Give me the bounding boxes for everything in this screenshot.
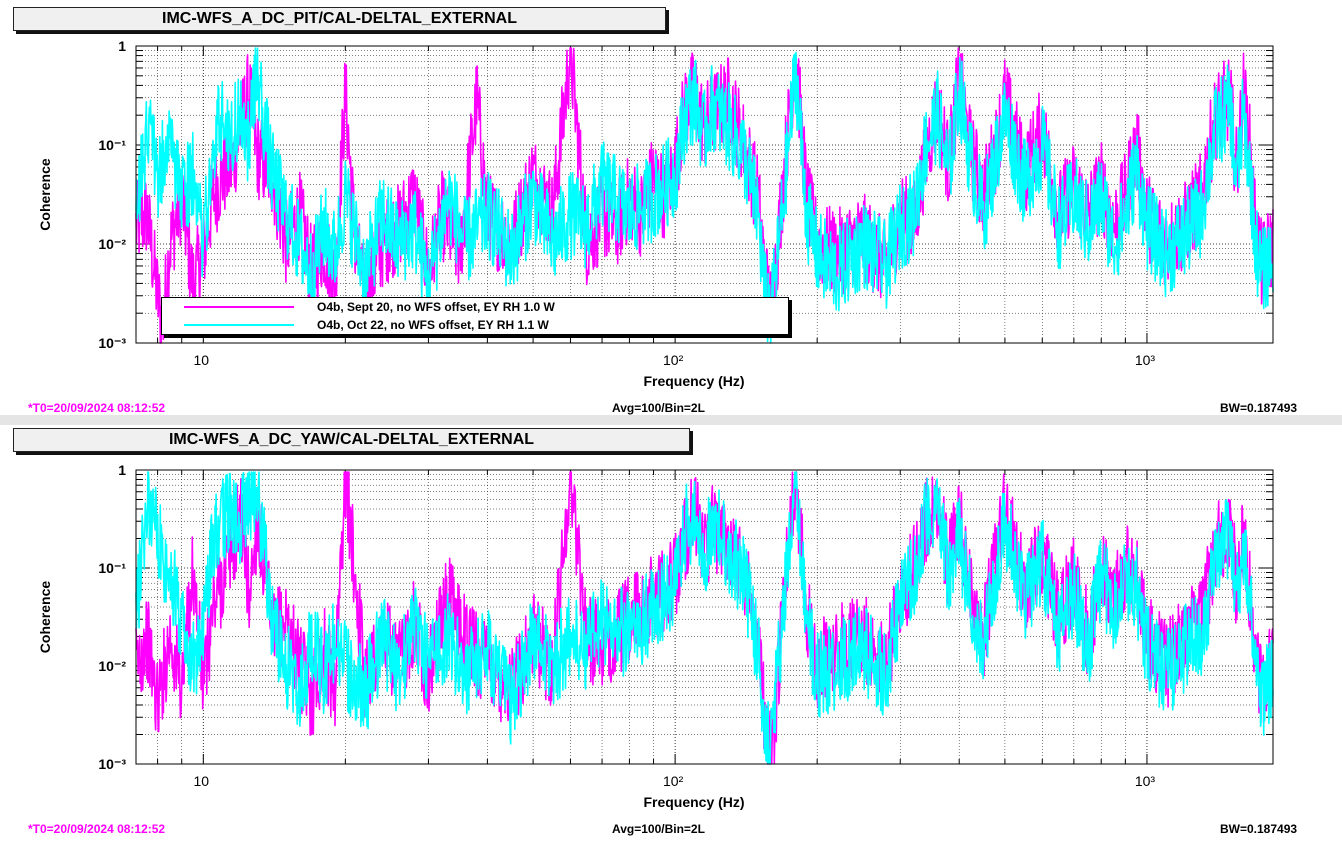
y-tick-label: 1 — [118, 462, 126, 478]
x-tick-label: 10² — [663, 773, 684, 789]
x-axis-label: Frequency (Hz) — [643, 794, 744, 810]
legend-label-sept20: O4b, Sept 20, no WFS offset, EY RH 1.0 W — [317, 300, 555, 314]
y-tick-label: 10⁻¹ — [98, 560, 126, 576]
panel-title: IMC-WFS_A_DC_YAW/CAL-DELTAL_EXTERNAL — [13, 428, 690, 452]
series-line-oct22 — [135, 471, 1274, 765]
legend-swatch-magenta — [184, 306, 294, 308]
panel-separator — [0, 415, 1342, 425]
bandwidth-info: BW=0.187493 — [1220, 401, 1298, 415]
coherence-panel-pit: IMC-WFS_A_DC_PIT/CAL-DELTAL_EXTERNAL 10 1… — [0, 0, 1342, 415]
x-tick-label: 10³ — [1135, 352, 1156, 368]
plot-frame — [135, 469, 1274, 765]
x-tick-label: 10 — [194, 352, 210, 368]
series-line-oct22 — [135, 47, 1274, 344]
legend-entry-oct22: O4b, Oct 22, no WFS offset, EY RH 1.1 W — [162, 316, 788, 334]
x-tick-label: 10² — [663, 352, 684, 368]
y-axis-label: Coherence — [37, 158, 53, 231]
legend-entry-sept20: O4b, Sept 20, no WFS offset, EY RH 1.0 W — [162, 298, 788, 316]
t0-timestamp: *T0=20/09/2024 08:12:52 — [28, 822, 166, 836]
y-tick-label: 10⁻¹ — [98, 137, 126, 153]
coherence-chart-yaw: 10 10² 10³ 10⁻³ 10⁻² 10⁻¹ 1 Frequency (Hz) Coher… — [37, 462, 1274, 810]
plot-frame — [135, 45, 1274, 344]
panel-title: IMC-WFS_A_DC_PIT/CAL-DELTAL_EXTERNAL — [13, 7, 666, 31]
legend-label-oct22: O4b, Oct 22, no WFS offset, EY RH 1.1 W — [317, 318, 549, 332]
legend: O4b, Sept 20, no WFS offset, EY RH 1.0 W… — [161, 297, 789, 335]
legend-swatch-cyan — [184, 324, 294, 326]
y-tick-label: 10⁻² — [98, 658, 126, 674]
y-tick-label: 10⁻³ — [98, 756, 126, 772]
y-axis-label: Coherence — [37, 581, 53, 654]
avg-bin-info: Avg=100/Bin=2L — [612, 822, 705, 836]
avg-bin-info: Avg=100/Bin=2L — [612, 401, 705, 415]
x-axis-label: Frequency (Hz) — [643, 373, 744, 389]
y-tick-label: 10⁻² — [98, 236, 126, 252]
series-line-sept20 — [135, 471, 1274, 765]
t0-timestamp: *T0=20/09/2024 08:12:52 — [28, 401, 166, 415]
x-tick-label: 10 — [194, 773, 210, 789]
bandwidth-info: BW=0.187493 — [1220, 822, 1298, 836]
y-tick-label: 1 — [118, 38, 126, 54]
coherence-panel-yaw: IMC-WFS_A_DC_YAW/CAL-DELTAL_EXTERNAL 10 1… — [0, 425, 1342, 840]
coherence-chart-pit: 10 10² 10³ 10⁻³ 10⁻² 10⁻¹ 1 Frequency (Hz) Coher… — [37, 38, 1274, 389]
x-tick-label: 10³ — [1135, 773, 1156, 789]
y-tick-label: 10⁻³ — [98, 335, 126, 351]
